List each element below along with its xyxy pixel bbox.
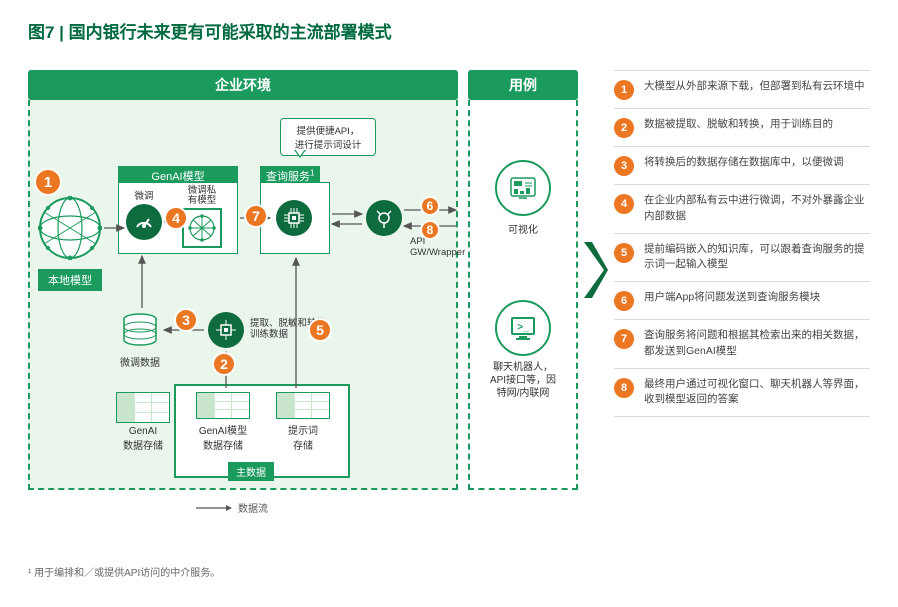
footnote: ¹ 用于编排和／或提供API访问的中介服务。	[28, 564, 220, 579]
monitor-icon: >_	[495, 300, 551, 356]
gauge-icon	[126, 204, 162, 240]
list-text: 将转换后的数据存储在数据库中，以便微调	[644, 155, 844, 171]
storage-1-label: GenAI 数据存储	[123, 426, 163, 452]
legend: 数据流	[196, 500, 268, 515]
badge-4: 4	[164, 206, 188, 230]
storage-1: GenAI 数据存储	[108, 392, 178, 452]
enterprise-header: 企业环境	[28, 70, 458, 100]
list-text: 大模型从外部来源下载，但部署到私有云环境中	[644, 79, 865, 95]
legend-text: 数据流	[238, 500, 268, 515]
badge-2-list: 2	[614, 118, 634, 138]
finetune-private-label: 微调私 有模型	[182, 186, 222, 207]
chip-icon	[208, 312, 244, 348]
badge-2: 2	[212, 352, 236, 376]
badge-6-list: 6	[614, 291, 634, 311]
list-text: 用户端App将问题发送到查询服务模块	[644, 290, 820, 306]
network-icon	[182, 208, 222, 248]
finetune-node: 微调	[126, 188, 162, 240]
list-text: 数据被提取、脱敏和转换，用于训练目的	[644, 117, 833, 133]
badge-5-list: 5	[614, 243, 634, 263]
list-item: 8 最终用户通过可视化窗口、聊天机器人等界面，收到模型返回的答案	[614, 369, 870, 418]
badge-8: 8	[420, 220, 440, 240]
local-model-node: 本地模型	[38, 196, 102, 291]
list-item: 6 用户端App将问题发送到查询服务模块	[614, 282, 870, 320]
storage-3-label: 提示词 存储	[288, 422, 318, 452]
badge-6: 6	[420, 196, 440, 216]
list-item: 7 查询服务将问题和根据其检索出来的相关数据，都发送到GenAI模型	[614, 320, 870, 369]
figure-title: 图7 | 国内银行未来更有可能采取的主流部署模式	[0, 0, 898, 43]
badge-8-list: 8	[614, 378, 634, 398]
badge-7-list: 7	[614, 329, 634, 349]
badge-4-list: 4	[614, 194, 634, 214]
usecase-header: 用例	[468, 70, 578, 100]
list-item: 3 将转换后的数据存储在数据库中，以便微调	[614, 147, 870, 185]
badge-3-list: 3	[614, 156, 634, 176]
callout-tail	[294, 150, 306, 158]
badge-3: 3	[174, 308, 198, 332]
master-data-label: 主数据	[228, 462, 274, 481]
storage-2-label: GenAI模型 数据存储	[199, 422, 247, 452]
database-icon	[120, 312, 160, 348]
enterprise-box: 本地模型 GenAI模型 微调 微调私 有模型	[28, 100, 458, 490]
list-text: 最终用户通过可视化窗口、聊天机器人等界面，收到模型返回的答案	[644, 377, 870, 409]
cpu-node	[276, 200, 312, 236]
list-item: 5 提前编码嵌入的知识库，可以跟着查询服务的提示词一起输入模型	[614, 234, 870, 283]
badge-7: 7	[244, 204, 268, 228]
local-model-label: 本地模型	[38, 269, 102, 291]
badge-1: 1	[34, 168, 62, 196]
chevron-icon	[582, 240, 610, 300]
svg-text:>_: >_	[517, 322, 529, 333]
globe-icon	[38, 196, 102, 260]
list-item: 1 大模型从外部来源下载，但部署到私有云环境中	[614, 70, 870, 109]
usecase-box: 可视化 >_ 聊天机器人， API接口等，因 特网/内联网	[468, 100, 578, 490]
list-item: 4 在企业内部私有云中进行微调，不对外暴露企业内部数据	[614, 185, 870, 234]
diagram-area: 企业环境 用例 本地模型 GenAI模型 微调	[28, 70, 870, 550]
list-text: 查询服务将问题和根据其检索出来的相关数据，都发送到GenAI模型	[644, 328, 870, 360]
storage-3: 提示词 存储	[268, 392, 338, 452]
badge-1-list: 1	[614, 80, 634, 100]
chatbot-node: >_ 聊天机器人， API接口等，因 特网/内联网	[470, 300, 576, 400]
api-gw-node	[366, 200, 402, 236]
finetune-data-label: 微调数据	[120, 354, 160, 369]
list-text: 提前编码嵌入的知识库，可以跟着查询服务的提示词一起输入模型	[644, 242, 870, 274]
explanation-list: 1 大模型从外部来源下载，但部署到私有云环境中 2 数据被提取、脱敏和转换，用于训练…	[614, 70, 870, 417]
viz-node: 可视化	[470, 160, 576, 236]
chatbot-label: 聊天机器人， API接口等，因 特网/内联网	[470, 361, 576, 400]
plug-icon	[366, 200, 402, 236]
transform-node	[208, 312, 244, 348]
api-gw-label: API GW/Wrapper	[410, 236, 465, 259]
list-item: 2 数据被提取、脱敏和转换，用于训练目的	[614, 109, 870, 147]
storage-2: GenAI模型 数据存储	[188, 392, 258, 452]
viz-label: 可视化	[470, 221, 576, 236]
list-text: 在企业内部私有云中进行微调，不对外暴露企业内部数据	[644, 193, 870, 225]
finetune-data-node: 微调数据	[120, 312, 160, 369]
cpu-icon	[276, 200, 312, 236]
dashboard-icon	[495, 160, 551, 216]
finetune-label: 微调	[126, 188, 162, 202]
finetune-private-node: 微调私 有模型	[182, 186, 222, 248]
badge-5: 5	[308, 318, 332, 342]
